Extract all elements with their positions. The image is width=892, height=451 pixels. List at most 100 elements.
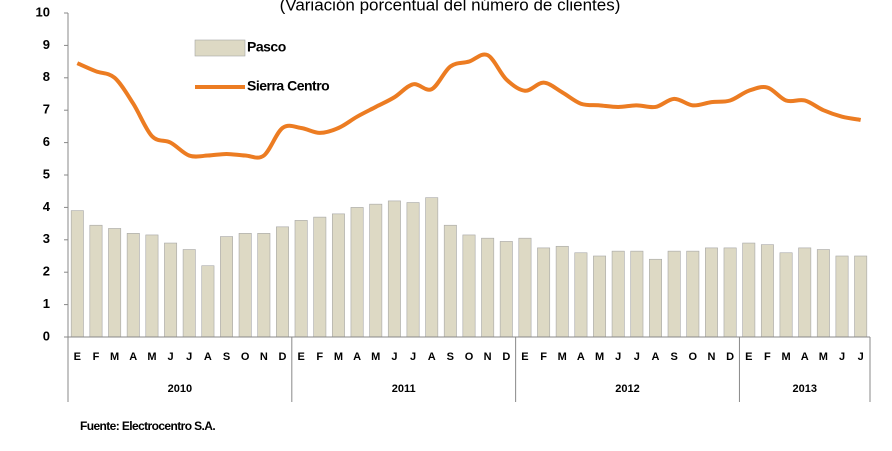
group-label: 2010 [168, 383, 192, 395]
group-label: 2013 [792, 383, 816, 395]
bar [499, 241, 513, 338]
bar [220, 236, 233, 338]
group-label: 2011 [392, 383, 416, 395]
bar [164, 242, 178, 338]
x-tick-label: A [428, 351, 436, 363]
y-tick-label: 9 [43, 37, 50, 52]
y-tick-label: 7 [43, 102, 50, 117]
bar [70, 210, 84, 338]
x-tick-label: J [186, 351, 192, 363]
y-tick-label: 4 [43, 199, 51, 214]
line [76, 52, 862, 160]
x-tick-label: M [558, 351, 567, 363]
y-tick-label: 8 [43, 69, 50, 84]
bar [276, 226, 289, 338]
bar [257, 233, 271, 338]
x-tick-label: D [279, 351, 287, 363]
bar [518, 237, 532, 338]
x-tick-label: F [316, 351, 323, 363]
x-tick-label: D [726, 351, 734, 363]
x-tick-label: F [540, 351, 547, 363]
x-tick-label: S [670, 351, 677, 363]
bar [779, 252, 793, 338]
bar [238, 233, 252, 338]
bar [649, 258, 662, 338]
bar [593, 255, 607, 338]
x-tick-label: N [707, 351, 715, 363]
y-tick-label: 0 [43, 328, 50, 343]
x-tick-label: S [447, 351, 454, 363]
bar [201, 265, 215, 338]
bar [705, 247, 718, 338]
bar [760, 244, 774, 338]
legend-label: Pasco [247, 39, 286, 55]
x-tick-label: M [334, 351, 343, 363]
x-tick-label: A [801, 351, 809, 363]
x-tick-label: E [521, 351, 528, 363]
x-tick-label: F [93, 351, 100, 363]
x-tick-label: A [577, 351, 585, 363]
bar [611, 250, 625, 338]
bar [667, 250, 681, 338]
x-tick-label: E [297, 351, 304, 363]
x-tick-label: J [634, 351, 640, 363]
bar [313, 216, 327, 338]
y-tick-label: 1 [43, 296, 50, 311]
bar [854, 255, 868, 338]
x-tick-label: O [241, 351, 250, 363]
bar [387, 200, 401, 338]
bar [331, 213, 345, 338]
y-tick-label: 3 [43, 231, 50, 246]
bar [816, 249, 830, 338]
bar [537, 247, 551, 338]
x-tick-label: M [371, 351, 380, 363]
x-tick-label: S [223, 351, 230, 363]
bar [481, 237, 495, 338]
bar [369, 203, 383, 338]
x-tick-label: J [858, 351, 864, 363]
bar [294, 220, 308, 338]
bar [350, 207, 364, 338]
x-tick-label: M [595, 351, 604, 363]
bar [630, 250, 644, 338]
y-tick-label: 6 [43, 134, 50, 149]
bar [406, 202, 420, 338]
x-tick-label: F [764, 351, 771, 363]
x-tick-label: M [819, 351, 828, 363]
x-tick-label: A [652, 351, 660, 363]
y-tick-label: 5 [43, 166, 50, 181]
bar [574, 252, 588, 338]
legend-swatch [194, 39, 246, 57]
x-tick-label: D [502, 351, 510, 363]
bar [686, 250, 700, 338]
x-tick-label: O [689, 351, 698, 363]
group-label: 2012 [615, 383, 639, 395]
bar [443, 224, 457, 338]
bar [182, 249, 196, 338]
bar [723, 247, 737, 338]
x-tick-label: A [129, 351, 137, 363]
bar [742, 242, 756, 338]
x-tick-label: A [204, 351, 212, 363]
x-tick-label: M [147, 351, 156, 363]
bar [798, 247, 812, 338]
bar [126, 233, 140, 338]
legend-label: Sierra Centro [247, 78, 329, 94]
x-tick-label: E [745, 351, 752, 363]
x-tick-label: O [465, 351, 474, 363]
x-tick-label: J [168, 351, 174, 363]
x-tick-label: J [391, 351, 397, 363]
source-note: Fuente: Electrocentro S.A. [80, 419, 215, 433]
x-tick-label: J [615, 351, 621, 363]
bar [89, 224, 103, 338]
bar [835, 255, 849, 338]
x-tick-label: M [781, 351, 790, 363]
x-tick-label: M [110, 351, 119, 363]
x-tick-label: E [74, 351, 81, 363]
x-tick-label: A [353, 351, 361, 363]
y-tick-label: 2 [43, 264, 50, 279]
y-tick-label: 10 [36, 4, 50, 19]
bar [555, 245, 569, 338]
bar [145, 234, 159, 338]
